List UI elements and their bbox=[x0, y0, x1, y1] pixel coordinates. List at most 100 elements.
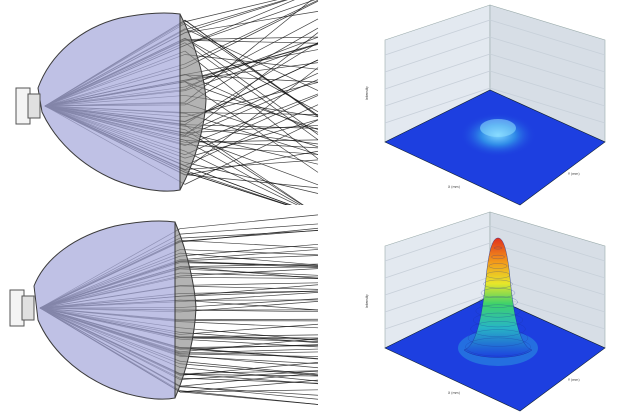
light-ray bbox=[184, 62, 319, 81]
light-ray bbox=[184, 119, 319, 185]
light-ray bbox=[184, 81, 319, 130]
light-ray bbox=[184, 135, 319, 186]
z-axis-label: Intensity bbox=[365, 294, 369, 308]
light-ray bbox=[184, 67, 319, 171]
light-ray bbox=[184, 174, 319, 189]
intensity-plot-broad: Intensity X (mm) Y (mm) bbox=[365, 4, 606, 206]
light-ray bbox=[184, 0, 278, 23]
ray-trace-diverging-panel bbox=[0, 0, 320, 205]
light-ray bbox=[179, 318, 319, 321]
light-ray bbox=[184, 119, 319, 159]
light-ray bbox=[184, 159, 319, 170]
light-ray bbox=[184, 20, 319, 116]
light-ray bbox=[179, 390, 319, 405]
light-ray bbox=[184, 165, 292, 205]
wall-stripes bbox=[384, 225, 606, 330]
light-ray bbox=[184, 11, 319, 34]
light-ray bbox=[184, 0, 313, 103]
light-ray bbox=[179, 360, 319, 375]
contour-ring bbox=[467, 329, 529, 347]
intensity-plot-narrow: Intensity X (mm) Y (mm) bbox=[365, 211, 606, 412]
z-axis-label: Intensity bbox=[365, 86, 369, 100]
light-ray bbox=[179, 323, 319, 335]
y-axis-label: Y (mm) bbox=[568, 378, 580, 382]
ray-trace-collimated-panel bbox=[0, 208, 320, 415]
light-ray bbox=[184, 37, 319, 135]
intensity-plot-broad-panel: Intensity X (mm) Y (mm) bbox=[360, 0, 622, 210]
light-ray bbox=[184, 162, 319, 194]
led-source bbox=[15, 87, 41, 125]
light-ray bbox=[184, 112, 319, 155]
light-ray bbox=[184, 39, 319, 44]
light-ray bbox=[179, 347, 319, 360]
light-ray bbox=[179, 367, 319, 382]
light-ray bbox=[184, 54, 319, 70]
y-axis-label: Y (mm) bbox=[568, 172, 580, 176]
light-ray bbox=[179, 355, 319, 365]
contour-ring bbox=[488, 263, 508, 269]
light-ray bbox=[184, 27, 319, 106]
led-source bbox=[9, 289, 35, 327]
contour-ring bbox=[470, 321, 526, 337]
light-ray bbox=[184, 95, 319, 118]
light-ray bbox=[179, 348, 319, 354]
light-ray bbox=[179, 347, 319, 359]
light-ray bbox=[179, 276, 319, 279]
light-ray bbox=[179, 282, 319, 286]
light-ray bbox=[184, 0, 286, 31]
contour-lines bbox=[465, 246, 531, 357]
light-ray bbox=[179, 263, 319, 268]
light-ray bbox=[179, 290, 319, 297]
light-ray bbox=[184, 42, 319, 125]
light-ray bbox=[179, 249, 319, 261]
light-ray bbox=[184, 79, 319, 138]
contour-ring bbox=[486, 271, 510, 279]
light-ray bbox=[179, 338, 319, 348]
light-ray bbox=[179, 385, 319, 400]
light-ray bbox=[179, 363, 319, 376]
light-ray bbox=[184, 150, 319, 176]
light-ray bbox=[179, 255, 319, 262]
light-ray bbox=[179, 299, 319, 311]
wall-stripes bbox=[384, 19, 606, 124]
light-ray bbox=[179, 327, 319, 341]
light-ray bbox=[179, 252, 319, 266]
lens-dome bbox=[179, 13, 207, 191]
light-ray bbox=[179, 372, 319, 387]
light-ray bbox=[184, 28, 319, 91]
light-ray bbox=[184, 0, 288, 33]
light-ray bbox=[179, 249, 319, 256]
light-ray bbox=[184, 59, 319, 123]
light-ray bbox=[184, 81, 319, 173]
light-ray bbox=[179, 336, 319, 340]
light-ray bbox=[184, 170, 290, 205]
x-axis-label: X (mm) bbox=[448, 185, 460, 189]
light-ray bbox=[184, 144, 319, 155]
light-ray bbox=[179, 214, 319, 230]
light-ray bbox=[179, 284, 319, 297]
light-ray bbox=[184, 171, 288, 205]
light-ray bbox=[184, 93, 319, 146]
contour-ring bbox=[483, 279, 513, 289]
reflector-shell bbox=[37, 12, 181, 192]
light-ray bbox=[184, 132, 319, 165]
intensity-plot-narrow-panel: Intensity X (mm) Y (mm) bbox=[360, 208, 622, 415]
light-ray bbox=[179, 223, 319, 235]
light-ray bbox=[179, 370, 319, 374]
light-ray bbox=[179, 321, 319, 329]
contour-ring bbox=[480, 288, 516, 298]
light-ray bbox=[184, 124, 319, 129]
light-ray bbox=[179, 227, 319, 243]
light-ray bbox=[179, 285, 319, 290]
contour-ring bbox=[475, 304, 521, 318]
light-ray bbox=[184, 124, 304, 205]
light-ray bbox=[184, 50, 319, 160]
light-ray bbox=[184, 0, 319, 65]
light-ray bbox=[179, 379, 319, 393]
ray-trace-collimated bbox=[9, 214, 319, 405]
x-axis-label: X (mm) bbox=[448, 391, 460, 395]
light-ray bbox=[179, 266, 319, 269]
contour-ring bbox=[491, 254, 505, 260]
contour-ring bbox=[465, 337, 531, 357]
light-ray bbox=[179, 337, 319, 342]
